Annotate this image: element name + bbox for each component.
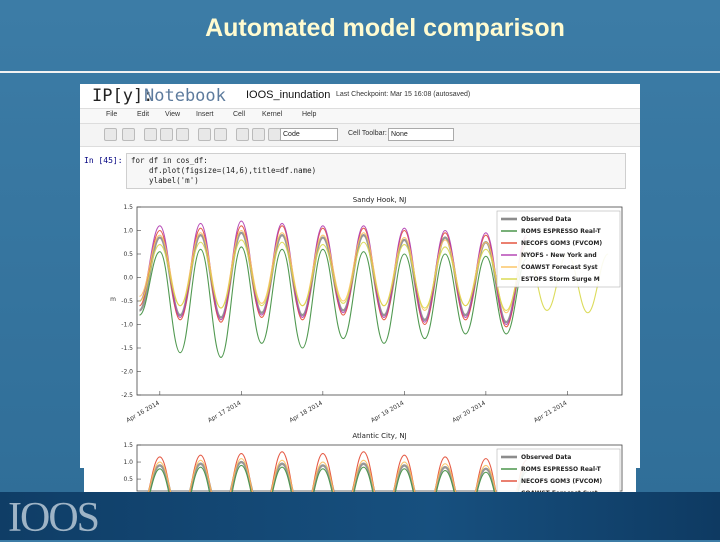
cell-prompt: In [45]: [84, 156, 123, 165]
cut-button[interactable] [144, 128, 157, 141]
y-tick-label: 0.5 [123, 476, 133, 483]
insert-button[interactable] [122, 128, 135, 141]
notebook-header: IP[y]: Notebook IOOS_inundation Last Che… [80, 84, 640, 108]
notebook-app: Notebook [144, 86, 226, 106]
y-tick-label: 1.0 [123, 459, 133, 466]
code-line: df.plot(figsize=(14,6),title=df.name) [131, 166, 317, 175]
series-line [138, 246, 528, 358]
y-tick-label: -2.0 [121, 369, 133, 376]
cell-toolbar-select[interactable]: None [388, 128, 454, 141]
legend-label: NECOFS GOM3 (FVCOM) [521, 478, 602, 485]
menu-item[interactable]: Edit [137, 111, 150, 118]
plot-output: Sandy Hook, NJ 1.5 1.0 0.5 0.0 -0.5 -1.0 -1.5 -2… [84, 192, 636, 492]
legend-box [496, 210, 621, 288]
legend-label: COAWST Forecast Syst [521, 264, 598, 271]
slide-title: Automated model comparison [205, 14, 565, 42]
move-down-button[interactable] [214, 128, 227, 141]
y-tick-label: 0.5 [123, 251, 133, 258]
legend-label: NYOFS - New York and [521, 252, 597, 259]
chart: Atlantic City, NJ 1.5 1.0 0.5 Observed Data R… [123, 432, 623, 492]
series-line [148, 458, 527, 492]
y-tick-label: 0.0 [123, 275, 133, 282]
notebook-logo[interactable]: IP[y]: [92, 86, 154, 106]
move-up-button[interactable] [198, 128, 211, 141]
chart-title: Atlantic City, NJ [352, 432, 406, 440]
menu-item[interactable]: Kernel [262, 111, 283, 118]
menu-item[interactable]: Cell [233, 111, 246, 118]
y-tick-label: -1.0 [121, 322, 133, 329]
menu-item[interactable]: File [106, 111, 118, 118]
legend-label: ROMS ESPRESSO Real-T [521, 228, 602, 235]
y-axis-label: m [110, 296, 116, 303]
code-cell: In [45]: for df in cos_df: df.plot(figsi… [80, 150, 640, 190]
legend-label: ESTOFS Storm Surge M [521, 276, 600, 283]
code-line: for df in cos_df: [131, 156, 208, 165]
menu-bar: File Edit View Insert Cell Kernel Help [80, 108, 640, 124]
y-tick-label: 1.5 [123, 204, 133, 211]
cell-toolbar-label: Cell Toolbar: [348, 130, 387, 137]
save-button[interactable] [104, 128, 117, 141]
code-line: ylabel('m') [131, 176, 199, 185]
title-rule [0, 71, 720, 73]
legend-box [496, 448, 621, 492]
legend-label: COAWST Forecast Syst [521, 490, 598, 492]
y-tick-label: 1.0 [123, 228, 133, 235]
footer: IOOS [0, 492, 720, 541]
run-button[interactable] [236, 128, 249, 141]
copy-button[interactable] [160, 128, 173, 141]
menu-item[interactable]: View [165, 111, 181, 118]
legend-label: Observed Data [521, 454, 571, 461]
cell-type-select[interactable]: Code [280, 128, 338, 141]
notebook-name[interactable]: IOOS_inundation [246, 89, 331, 101]
toolbar: Code Cell Toolbar: None [80, 124, 640, 147]
legend-label: NECOFS GOM3 (FVCOM) [521, 240, 602, 247]
legend-label: ROMS ESPRESSO Real-T [521, 466, 602, 473]
series-line [149, 464, 527, 492]
paste-button[interactable] [176, 128, 189, 141]
menu-item[interactable]: Insert [196, 111, 214, 118]
stop-button[interactable] [252, 128, 265, 141]
y-tick-label: -0.5 [121, 298, 133, 305]
series-line [147, 451, 528, 492]
ioos-logo: IOOS [8, 495, 100, 541]
y-tick-label: 1.5 [123, 442, 133, 449]
chart-title: Sandy Hook, NJ [353, 196, 407, 204]
legend: Observed Data ROMS ESPRESSO Real-T NECOFS … [496, 210, 621, 288]
menu-item[interactable]: Help [302, 111, 317, 118]
y-tick-label: -1.5 [121, 345, 133, 352]
checkpoint: Last Checkpoint: Mar 15 16:08 (autosaved… [336, 91, 471, 98]
legend: Observed Data ROMS ESPRESSO Real-T NECOFS … [496, 448, 621, 492]
code-editor[interactable]: for df in cos_df: df.plot(figsize=(14,6)… [126, 153, 626, 189]
y-tick-label: -2.5 [121, 392, 133, 399]
chart: Sandy Hook, NJ 1.5 1.0 0.5 0.0 -0.5 -1.0 -1.5 -2… [110, 196, 623, 424]
legend-label: Observed Data [521, 216, 571, 223]
